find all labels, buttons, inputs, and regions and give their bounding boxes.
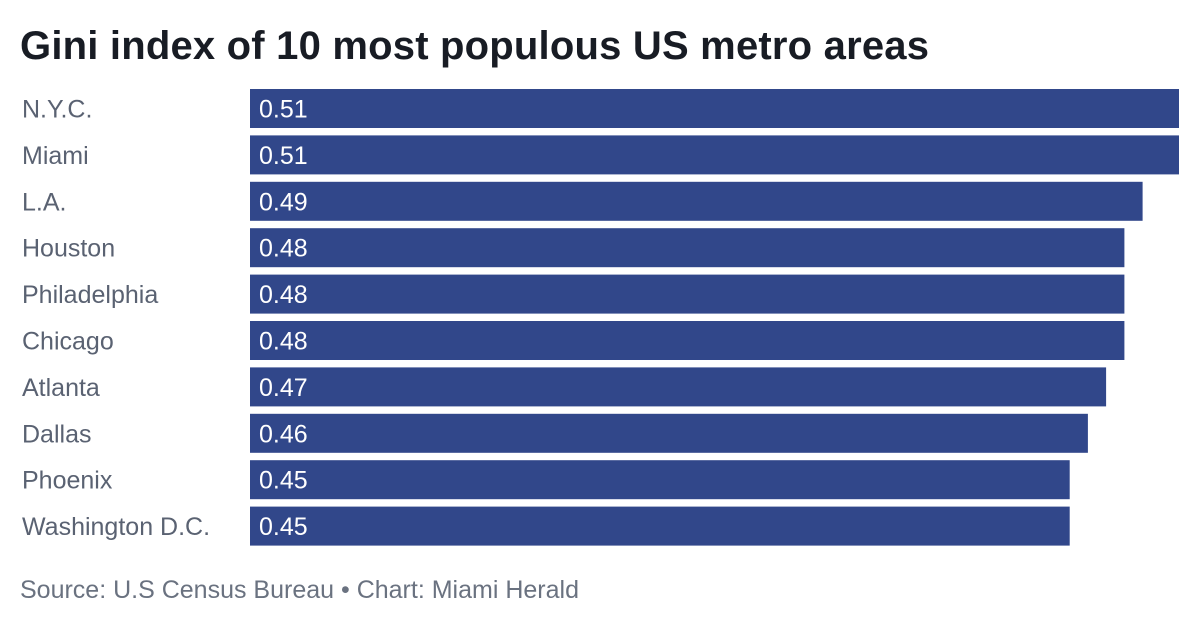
bar — [250, 89, 1179, 128]
bar — [250, 135, 1179, 175]
value-label: 0.46 — [259, 420, 308, 448]
category-label: Washington D.C. — [22, 513, 210, 541]
category-label: Dallas — [22, 420, 91, 448]
category-label: Miami — [22, 142, 89, 170]
category-label: Philadelphia — [22, 281, 158, 309]
category-label: Houston — [22, 235, 115, 263]
bar — [250, 367, 1107, 407]
bar — [250, 506, 1070, 546]
value-label: 0.49 — [259, 188, 308, 216]
category-label: Phoenix — [22, 467, 113, 495]
value-label: 0.51 — [259, 142, 308, 170]
bar — [250, 181, 1143, 221]
value-label: 0.45 — [259, 513, 308, 541]
chart-title: Gini index of 10 most populous US metro … — [20, 24, 930, 68]
category-label: Chicago — [22, 328, 114, 356]
value-label: 0.47 — [259, 374, 308, 402]
source-note: Source: U.S Census Bureau • Chart: Miami… — [20, 576, 579, 604]
value-label: 0.51 — [259, 96, 308, 124]
value-label: 0.48 — [259, 328, 308, 356]
category-label: N.Y.C. — [22, 96, 92, 124]
value-label: 0.48 — [259, 235, 308, 263]
value-label: 0.48 — [259, 281, 308, 309]
value-label: 0.45 — [259, 467, 308, 495]
bar — [250, 460, 1070, 500]
category-label: Atlanta — [22, 374, 100, 402]
bar — [250, 413, 1088, 453]
category-label: L.A. — [22, 188, 66, 216]
bar — [250, 274, 1125, 314]
bar — [250, 228, 1125, 268]
bar — [250, 321, 1125, 360]
